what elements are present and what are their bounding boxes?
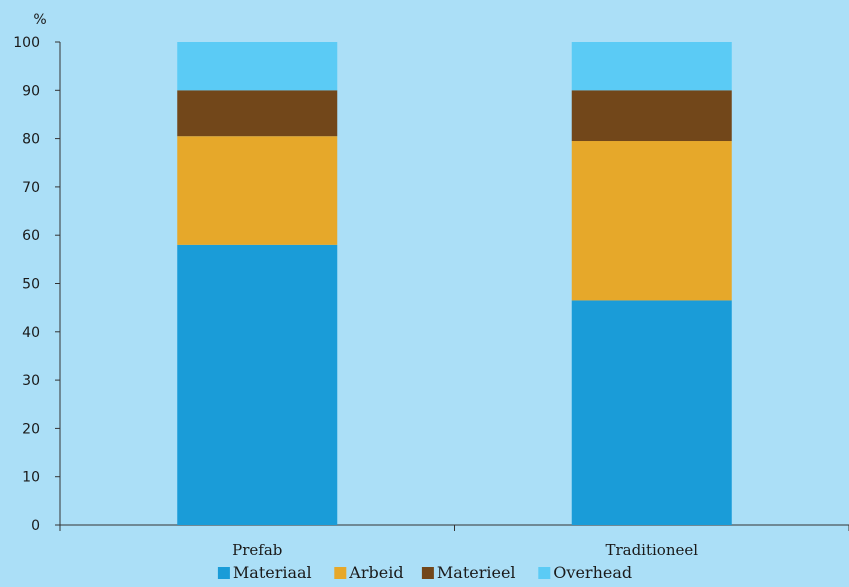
y-tick-label: 0 [31, 518, 40, 534]
bar-segment-overhead-prefab [177, 42, 338, 91]
bar-segment-materieel-traditioneel [571, 90, 732, 142]
legend-label-overhead: Overhead [553, 563, 632, 582]
legend-swatch-arbeid [334, 567, 347, 579]
bar-segment-materiaal-traditioneel [571, 300, 732, 525]
x-category-label: Traditioneel [605, 541, 698, 559]
bars-layer [177, 42, 732, 526]
y-tick-label: 50 [22, 277, 40, 293]
y-tick-label: 10 [22, 470, 40, 486]
y-tick-label: 20 [22, 421, 40, 437]
bar-segment-overhead-traditioneel [571, 42, 732, 91]
y-tick-label: 80 [22, 132, 40, 148]
y-axis-unit-label: % [33, 12, 46, 28]
legend-swatch-materieel [421, 567, 434, 579]
legend-swatch-materiaal [217, 567, 230, 579]
bar-segment-materieel-prefab [177, 90, 338, 137]
y-tick-label: 100 [13, 35, 40, 51]
x-axis: Prefab Traditioneel [59, 524, 849, 559]
x-category-label: Prefab [232, 541, 282, 559]
y-tick-label: 90 [22, 83, 40, 99]
bar-segment-materiaal-prefab [177, 244, 338, 526]
y-tick-label: 70 [22, 180, 40, 196]
legend: Materiaal Arbeid Materieel Overhead [217, 563, 632, 582]
y-tick-label: 60 [22, 228, 40, 244]
y-tick-label: 30 [22, 373, 40, 389]
y-axis: % 0 10 20 30 40 50 60 70 80 90 100 [13, 12, 61, 534]
bar-segment-arbeid-prefab [177, 136, 338, 245]
legend-label-materiaal: Materiaal [233, 563, 312, 582]
legend-swatch-overhead [538, 567, 551, 579]
legend-label-materieel: Materieel [437, 563, 516, 582]
y-tick-label: 40 [22, 325, 40, 341]
bar-segment-arbeid-traditioneel [571, 141, 732, 301]
legend-label-arbeid: Arbeid [348, 563, 403, 582]
